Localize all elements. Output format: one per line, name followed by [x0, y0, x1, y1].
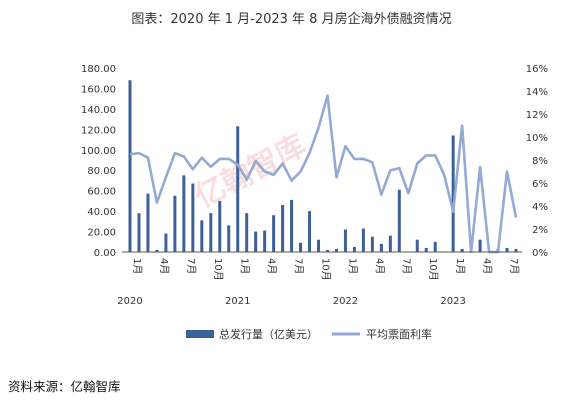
- right-tick-label: 0%: [532, 248, 548, 259]
- left-tick-label: 100.00: [81, 146, 116, 157]
- left-tick-label: 140.00: [81, 105, 116, 116]
- bar: [164, 233, 168, 252]
- bar: [334, 248, 338, 252]
- x-axis: 1月 4月 7月 10月 1月 4月 7月 10月 1月 4月 7月 10月 1月 4月 7月 2020 202…: [117, 258, 520, 307]
- left-tick-label: 180.00: [81, 64, 116, 75]
- legend-bar-label: 总发行量（亿美元）: [219, 327, 318, 341]
- right-tick-label: 4%: [532, 202, 548, 213]
- bar: [397, 189, 401, 252]
- bar: [236, 126, 240, 252]
- bar: [460, 248, 464, 252]
- bar: [290, 199, 294, 252]
- bar: [173, 195, 177, 252]
- line-series: [129, 94, 518, 254]
- bar: [209, 213, 213, 252]
- month-tick-label: 7月: [508, 258, 520, 274]
- bar: [352, 246, 356, 252]
- bar: [200, 220, 204, 252]
- bar: [388, 235, 392, 252]
- left-tick-label: 0.00: [94, 248, 116, 259]
- right-tick-label: 8%: [532, 156, 548, 167]
- bar: [433, 241, 437, 252]
- year-label: 2023: [440, 296, 465, 307]
- bar: [191, 183, 195, 252]
- bar: [370, 236, 374, 252]
- bar: [505, 247, 509, 252]
- right-tick-label: 6%: [532, 179, 548, 190]
- bar: [343, 229, 347, 252]
- month-tick-label: 1月: [239, 258, 251, 274]
- bar: [325, 249, 329, 252]
- bar: [254, 231, 258, 252]
- left-tick-label: 80.00: [87, 166, 116, 177]
- bar: [128, 80, 132, 253]
- bar: [272, 215, 276, 252]
- bar: [227, 225, 231, 252]
- bar: [478, 239, 482, 252]
- left-tick-label: 20.00: [87, 228, 116, 239]
- bar: [218, 200, 222, 252]
- month-tick-label: 7月: [400, 258, 412, 274]
- bar: [263, 230, 267, 252]
- right-axis: 0% 2% 4% 6% 8% 10% 12% 14% 16%: [526, 64, 548, 259]
- month-tick-label: 10月: [320, 258, 332, 281]
- bar: [245, 213, 249, 252]
- bar-series: [128, 80, 518, 253]
- month-tick-label: 4月: [158, 258, 170, 274]
- month-tick-label: 1月: [131, 258, 143, 274]
- left-tick-label: 160.00: [81, 84, 116, 95]
- left-tick-label: 120.00: [81, 125, 116, 136]
- left-axis: 0.00 20.00 40.00 60.00 80.00 100.00 120.00 140.…: [81, 64, 116, 259]
- right-tick-label: 10%: [526, 133, 548, 144]
- bar: [514, 248, 518, 252]
- bar: [155, 249, 159, 252]
- month-tick-label: 10月: [212, 258, 224, 281]
- year-label: 2022: [333, 296, 358, 307]
- bar: [451, 135, 455, 252]
- month-tick-label: 4月: [266, 258, 278, 274]
- line-path: [129, 94, 518, 254]
- bar: [361, 228, 365, 252]
- legend-line-label: 平均票面利率: [366, 327, 432, 341]
- month-tick-label: 4月: [373, 258, 385, 274]
- bar: [308, 211, 312, 252]
- left-tick-label: 40.00: [87, 207, 116, 218]
- source-note: 资料来源：亿翰智库: [8, 379, 121, 394]
- month-tick-label: 10月: [427, 258, 439, 281]
- month-tick-label: 4月: [481, 258, 493, 274]
- bar: [379, 243, 383, 252]
- bar: [299, 242, 303, 252]
- legend: 总发行量（亿美元） 平均票面利率: [186, 327, 432, 341]
- legend-bar-swatch: [186, 330, 214, 338]
- month-tick-label: 7月: [185, 258, 197, 274]
- bar: [146, 193, 150, 252]
- bar: [415, 239, 419, 252]
- bar: [424, 247, 428, 252]
- year-label: 2020: [117, 296, 142, 307]
- year-label: 2021: [225, 296, 250, 307]
- month-tick-label: 1月: [454, 258, 466, 274]
- right-tick-label: 16%: [526, 64, 548, 75]
- month-tick-label: 1月: [346, 258, 358, 274]
- right-tick-label: 2%: [532, 225, 548, 236]
- chart-title: 图表：2020 年 1 月-2023 年 8 月房企海外债融资情况: [131, 12, 452, 27]
- month-tick-label: 7月: [293, 258, 305, 274]
- right-tick-label: 12%: [526, 110, 548, 121]
- bar: [317, 239, 321, 252]
- right-tick-label: 14%: [526, 87, 548, 98]
- bar: [137, 213, 141, 252]
- left-tick-label: 60.00: [87, 187, 116, 198]
- bar: [281, 204, 285, 252]
- bar: [182, 175, 186, 252]
